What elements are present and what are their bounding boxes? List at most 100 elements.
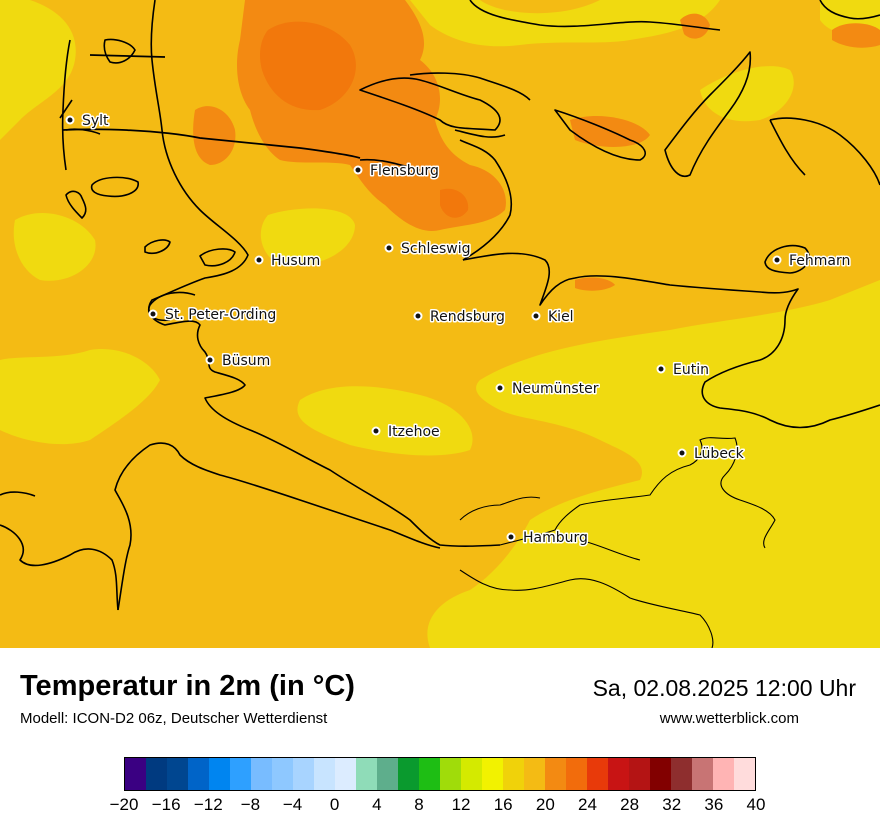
legend-swatch <box>230 758 251 790</box>
legend-tick-label: −8 <box>240 795 261 814</box>
legend-swatch <box>566 758 587 790</box>
city-marker: Eutin <box>656 361 710 380</box>
city-label: Lübeck <box>694 446 745 462</box>
legend-swatch <box>314 758 335 790</box>
city-marker: Schleswig <box>384 240 472 259</box>
legend-swatch <box>209 758 230 790</box>
color-legend-ticks: −20 −16 −12 −8 −4 0 4 8 12 16 20 24 28 32 36 40 <box>110 795 766 819</box>
legend-tick-label: −20 <box>109 795 139 814</box>
legend-tick-label: 24 <box>577 795 597 814</box>
legend-swatch <box>167 758 188 790</box>
city-label: Sylt <box>82 113 109 129</box>
temperature-field-hot <box>260 21 469 218</box>
city-marker: Sylt <box>65 112 111 131</box>
legend-tick-label: 36 <box>704 795 724 814</box>
city-marker: Lübeck <box>677 445 746 464</box>
city-label: Neumünster <box>512 381 599 397</box>
city-marker: Itzehoe <box>371 423 441 442</box>
city-marker: Flensburg <box>353 162 440 181</box>
legend-swatch <box>524 758 545 790</box>
legend-swatch <box>125 758 146 790</box>
city-dot <box>772 255 782 265</box>
legend-swatch <box>398 758 419 790</box>
city-label: St. Peter-Ording <box>165 307 276 323</box>
legend-swatch <box>188 758 209 790</box>
legend-swatch <box>671 758 692 790</box>
city-label: Hamburg <box>523 530 588 546</box>
city-label: Rendsburg <box>430 309 505 325</box>
legend-swatch <box>482 758 503 790</box>
city-dot <box>353 165 363 175</box>
legend-swatch <box>272 758 293 790</box>
legend-tick-label: 12 <box>451 795 471 814</box>
city-label: Büsum <box>222 353 270 369</box>
legend-tick-label: 32 <box>662 795 682 814</box>
legend-swatch <box>734 758 755 790</box>
legend-tick-label: 28 <box>620 795 640 814</box>
city-dot <box>371 426 381 436</box>
city-dot <box>65 115 75 125</box>
forecast-datetime: Sa, 02.08.2025 12:00 Uhr <box>592 675 856 701</box>
city-marker: Büsum <box>205 352 272 371</box>
city-dot <box>148 309 158 319</box>
city-dot <box>384 243 394 253</box>
city-label: Fehmarn <box>789 253 850 269</box>
legend-swatch <box>356 758 377 790</box>
city-dot <box>254 255 264 265</box>
legend-swatch <box>692 758 713 790</box>
map-title: Temperatur in 2m (in °C) <box>20 670 355 702</box>
legend-swatch <box>503 758 524 790</box>
city-label: Kiel <box>548 309 574 325</box>
coastlines <box>0 0 880 611</box>
city-label: Flensburg <box>370 163 439 179</box>
model-source: Modell: ICON-D2 06z, Deutscher Wetterdie… <box>20 710 328 727</box>
temperature-field-cool <box>0 0 880 648</box>
legend-swatch <box>608 758 629 790</box>
city-dot <box>413 311 423 321</box>
city-marker: Neumünster <box>495 380 600 399</box>
legend-swatch <box>629 758 650 790</box>
color-legend-bar <box>124 757 756 791</box>
legend-tick-label: 0 <box>329 795 340 814</box>
city-dot <box>506 532 516 542</box>
city-marker: Fehmarn <box>772 252 852 271</box>
legend-swatch <box>146 758 167 790</box>
city-label: Itzehoe <box>388 424 440 440</box>
legend-tick-label: 20 <box>535 795 555 814</box>
legend-swatch <box>461 758 482 790</box>
city-label: Husum <box>271 253 320 269</box>
city-dot <box>677 448 687 458</box>
legend-swatch <box>440 758 461 790</box>
city-dot <box>205 355 215 365</box>
city-marker: Rendsburg <box>413 308 506 327</box>
legend-tick-label: 4 <box>372 795 382 814</box>
legend-swatch <box>293 758 314 790</box>
legend-swatch <box>419 758 440 790</box>
temperature-map: Sylt Flensburg Schleswig Husum Fehmarn St. Pe… <box>0 0 880 648</box>
city-marker: St. Peter-Ording <box>148 306 278 325</box>
city-marker: Hamburg <box>506 529 589 548</box>
legend-tick-label: 8 <box>414 795 424 814</box>
city-label: Schleswig <box>401 241 470 257</box>
legend-tick-label: −4 <box>282 795 303 814</box>
legend-tick-label: −12 <box>193 795 223 814</box>
state-borders <box>459 437 776 648</box>
legend-swatch <box>545 758 566 790</box>
legend-tick-label: −16 <box>151 795 181 814</box>
legend-tick-label: 40 <box>746 795 766 814</box>
city-dot <box>656 364 666 374</box>
national-border-sea <box>89 54 166 58</box>
city-label: Eutin <box>673 362 709 378</box>
legend-swatch <box>713 758 734 790</box>
city-dot <box>531 311 541 321</box>
legend-swatch <box>335 758 356 790</box>
legend-swatch <box>377 758 398 790</box>
legend-swatch <box>587 758 608 790</box>
city-marker: Husum <box>254 252 322 271</box>
legend-tick-label: 16 <box>493 795 513 814</box>
legend-swatch <box>251 758 272 790</box>
city-marker: Kiel <box>531 308 575 327</box>
website-link[interactable]: www.wetterblick.com <box>659 710 799 727</box>
national-border <box>61 128 361 159</box>
city-markers: Sylt Flensburg Schleswig Husum Fehmarn St. Pe… <box>65 112 852 548</box>
